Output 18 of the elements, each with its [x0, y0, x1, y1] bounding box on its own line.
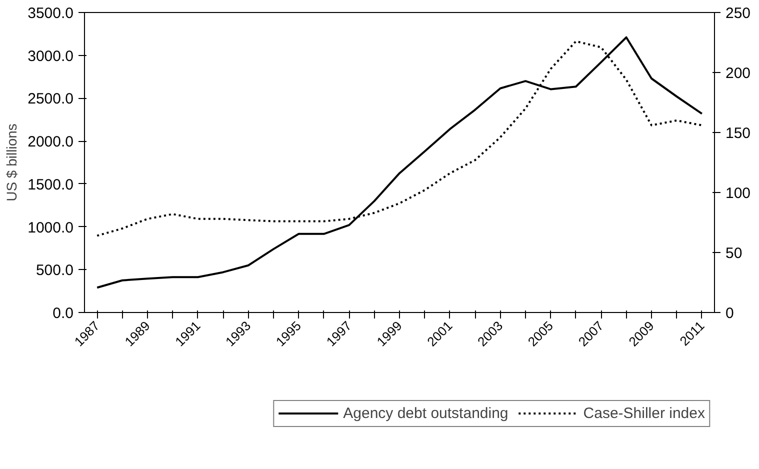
y2-tick-label: 250 — [726, 5, 751, 22]
line-series — [96, 36, 703, 289]
y-tick-label: 1000.0 — [28, 219, 74, 236]
y2-tick-label: 0 — [726, 305, 734, 322]
legend-label: Case-Shiller index — [583, 404, 705, 422]
y-tick-label: 1500.0 — [28, 176, 74, 194]
y2-tick-label: 200 — [726, 65, 751, 82]
y2-tick-label: 100 — [726, 185, 751, 202]
y-tick-label: 3000.0 — [28, 48, 74, 65]
y-tick-label: 500.0 — [36, 262, 74, 280]
y-tick-label: 3500.0 — [28, 5, 74, 22]
y2-tick-label: 50 — [726, 245, 742, 262]
legend-label: Agency debt outstanding — [343, 404, 508, 422]
y-tick-label: 2500.0 — [28, 90, 74, 108]
y2-tick-label: 150 — [726, 125, 751, 142]
y-tick-label: 0.0 — [52, 305, 74, 322]
y-tick-label: 2000.0 — [28, 134, 74, 151]
y-axis-title: US $ billions — [4, 124, 20, 202]
